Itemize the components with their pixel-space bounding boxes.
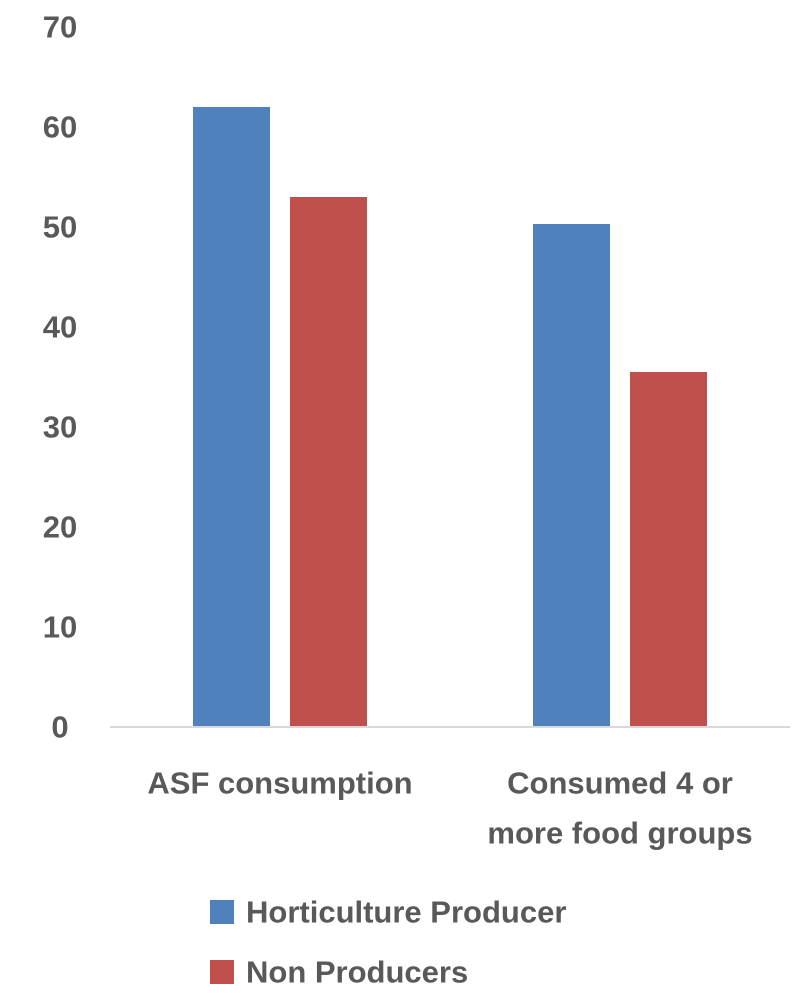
bar-horticulture-producer-0	[193, 107, 270, 727]
category-label: more food groups	[487, 816, 752, 851]
y-tick-label: 70	[43, 10, 77, 45]
category-label: ASF consumption	[147, 766, 412, 801]
bar-horticulture-producer-1	[533, 224, 610, 727]
bars	[193, 107, 707, 727]
bar-non-producers-1	[630, 372, 707, 727]
y-tick-label: 50	[43, 210, 77, 245]
y-axis: 0 10 20 30 40 50 60 70	[43, 10, 77, 745]
category-label: Consumed 4 or	[507, 766, 733, 801]
y-tick-label: 10	[43, 610, 77, 645]
legend: Horticulture Producer Non Producers	[210, 895, 566, 990]
y-tick-label: 30	[43, 410, 77, 445]
category-labels: ASF consumption Consumed 4 or more food gr…	[147, 766, 752, 851]
legend-swatch	[210, 900, 234, 924]
y-tick-label: 40	[43, 310, 77, 345]
y-tick-label: 0	[51, 710, 68, 745]
legend-label: Horticulture Producer	[246, 895, 566, 930]
y-tick-label: 20	[43, 510, 77, 545]
y-tick-label: 60	[43, 110, 77, 145]
legend-label: Non Producers	[246, 955, 468, 990]
legend-swatch	[210, 960, 234, 984]
bar-non-producers-0	[290, 197, 367, 727]
